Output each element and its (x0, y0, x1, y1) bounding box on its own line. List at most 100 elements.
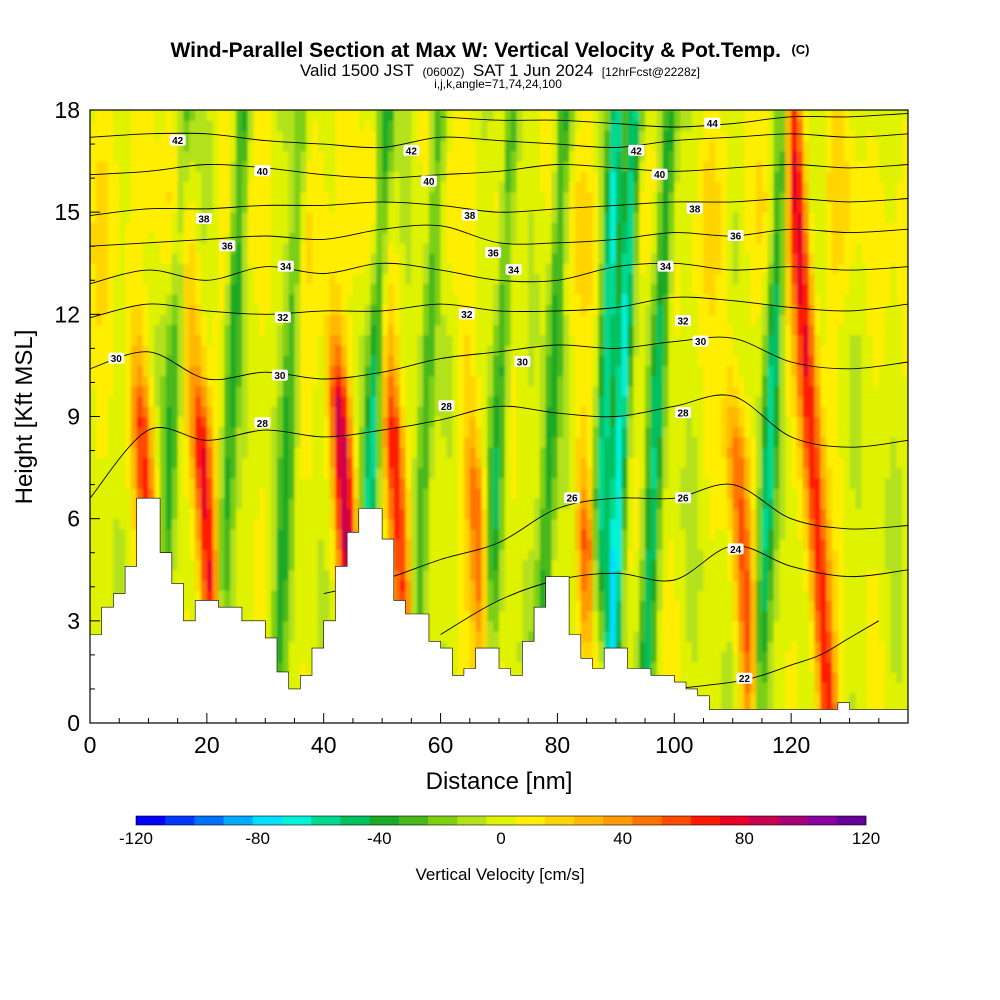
w-cell (522, 304, 529, 315)
w-cell (405, 549, 412, 561)
w-cell (423, 140, 430, 152)
w-cell (95, 140, 103, 152)
w-cell (534, 590, 541, 601)
w-cell (370, 242, 377, 254)
w-cell (218, 110, 225, 121)
w-cell (306, 191, 313, 203)
w-cell (446, 631, 453, 642)
w-cell (323, 253, 331, 264)
w-cell (154, 355, 161, 367)
w-cell (399, 140, 407, 152)
w-cell (446, 539, 453, 550)
w-cell (165, 120, 173, 132)
w-cell (271, 549, 278, 561)
w-cell (224, 539, 231, 550)
w-cell (434, 161, 442, 172)
w-cell (341, 498, 348, 510)
w-cell (417, 191, 424, 203)
w-cell (154, 314, 161, 326)
w-cell (469, 518, 477, 530)
w-cell (458, 273, 465, 285)
w-cell (288, 130, 296, 142)
w-cell (569, 385, 576, 397)
w-cell (370, 273, 377, 285)
w-cell (306, 324, 313, 336)
w-cell (189, 242, 196, 254)
w-cell (341, 416, 348, 428)
w-cell (358, 304, 366, 315)
w-cell (329, 140, 336, 152)
w-cell (417, 110, 424, 121)
w-cell (528, 610, 535, 622)
w-cell (259, 549, 266, 561)
w-cell (364, 150, 372, 162)
w-cell (206, 110, 214, 121)
w-cell (323, 263, 331, 275)
w-cell (534, 355, 541, 367)
w-cell (282, 110, 290, 121)
w-cell (487, 518, 494, 530)
w-cell (236, 416, 243, 428)
w-cell (107, 467, 114, 479)
w-cell (218, 181, 225, 193)
w-cell (206, 355, 214, 367)
w-cell (481, 385, 488, 397)
w-cell (458, 518, 465, 530)
w-cell (312, 457, 319, 469)
w-cell (183, 396, 190, 407)
w-cell (487, 324, 494, 336)
w-cell (90, 590, 97, 601)
w-cell (522, 477, 529, 489)
w-cell (107, 508, 114, 520)
w-cell (434, 590, 442, 601)
w-cell (534, 457, 541, 469)
w-cell (95, 283, 103, 295)
w-cell (125, 222, 132, 234)
w-cell (317, 324, 325, 336)
w-cell (253, 549, 261, 561)
w-cell (358, 365, 366, 377)
w-cell (201, 314, 208, 326)
w-cell (265, 528, 272, 540)
w-cell (241, 110, 249, 121)
w-cell (212, 477, 220, 489)
w-cell (317, 426, 325, 438)
w-cell (113, 324, 120, 336)
w-cell (358, 447, 366, 458)
w-cell (218, 344, 225, 356)
w-cell (528, 447, 535, 458)
w-cell (218, 518, 225, 530)
w-cell (522, 263, 529, 275)
w-cell (539, 283, 547, 295)
w-cell (399, 416, 407, 428)
w-cell (241, 120, 249, 132)
w-cell (195, 488, 202, 499)
w-cell (271, 253, 278, 264)
w-cell (230, 579, 237, 591)
w-cell (475, 477, 483, 489)
w-cell (224, 590, 231, 601)
w-cell (534, 212, 541, 223)
w-cell (241, 304, 249, 315)
w-cell (125, 150, 132, 162)
w-cell (493, 253, 500, 264)
w-cell (411, 191, 418, 203)
w-cell (551, 150, 559, 162)
w-cell (247, 212, 255, 223)
w-cell (481, 365, 488, 377)
w-cell (499, 253, 506, 264)
w-cell (411, 283, 418, 295)
w-cell (119, 396, 126, 407)
w-cell (510, 334, 518, 346)
w-cell (300, 631, 307, 642)
w-cell (323, 477, 331, 489)
w-cell (341, 447, 348, 458)
w-cell (119, 283, 126, 295)
w-cell (171, 569, 179, 581)
w-cell (265, 263, 272, 275)
w-cell (569, 355, 576, 367)
w-cell (230, 528, 237, 540)
w-cell (236, 171, 243, 183)
w-cell (165, 181, 173, 193)
w-cell (312, 222, 319, 234)
